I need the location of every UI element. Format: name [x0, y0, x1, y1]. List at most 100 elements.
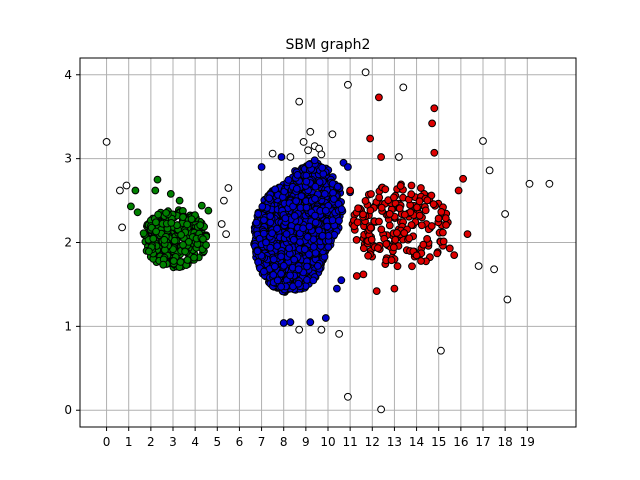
data-point — [352, 272, 361, 280]
data-point — [305, 160, 313, 169]
data-point — [433, 249, 442, 258]
data-point — [266, 243, 275, 252]
x-tick-label: 16 — [453, 435, 468, 449]
x-tick-label: 13 — [387, 435, 402, 449]
data-point — [328, 130, 337, 139]
data-point — [162, 209, 171, 217]
data-point — [395, 204, 404, 213]
data-point — [377, 225, 386, 234]
data-point — [169, 257, 178, 265]
data-point — [385, 210, 394, 218]
data-point — [269, 255, 278, 264]
data-point — [311, 182, 320, 191]
data-point — [294, 279, 303, 288]
data-point — [199, 235, 207, 244]
data-point — [337, 276, 346, 285]
data-point — [317, 150, 326, 159]
data-point — [181, 247, 190, 256]
data-point — [305, 222, 314, 231]
data-point — [295, 97, 304, 106]
data-point — [417, 221, 426, 230]
data-point — [300, 245, 309, 254]
data-point — [167, 219, 176, 227]
x-axis: 0 1 2 3 4 5 6 7 8 9 10 11 12 13 14 15 16 17 18 19 — [103, 427, 535, 449]
data-point — [395, 153, 403, 161]
data-point — [344, 392, 352, 401]
data-point — [269, 271, 278, 279]
data-point — [459, 174, 468, 183]
data-point — [262, 238, 270, 247]
x-tick-label: 7 — [258, 435, 266, 449]
x-tick-label: 4 — [191, 435, 199, 449]
x-tick-label: 15 — [431, 435, 446, 449]
data-point — [437, 208, 446, 216]
data-point — [273, 276, 282, 285]
data-point — [266, 218, 275, 227]
data-point — [260, 267, 268, 276]
data-point — [311, 211, 319, 220]
data-point — [367, 190, 375, 198]
data-point — [254, 209, 263, 218]
data-point — [281, 214, 290, 223]
x-tick-label: 5 — [213, 435, 221, 449]
data-point — [222, 230, 231, 239]
data-point — [183, 256, 192, 264]
data-point — [474, 262, 483, 270]
x-tick-label: 18 — [497, 435, 512, 449]
data-point — [366, 223, 375, 232]
data-point — [277, 269, 286, 278]
data-point — [367, 235, 376, 244]
data-point — [430, 148, 439, 157]
data-point — [118, 223, 126, 232]
data-point — [284, 176, 293, 184]
data-point — [419, 240, 428, 249]
data-point — [268, 229, 277, 238]
data-point — [437, 346, 445, 355]
data-point — [204, 206, 213, 215]
data-point — [116, 186, 124, 195]
data-point — [139, 229, 148, 238]
data-point — [260, 216, 268, 225]
data-point — [252, 218, 261, 227]
series-2 — [346, 93, 472, 296]
x-tick-label: 0 — [103, 435, 111, 449]
data-point — [197, 201, 206, 210]
series-1 — [250, 153, 355, 327]
data-point — [445, 244, 454, 253]
data-point — [439, 237, 448, 246]
data-point — [294, 265, 303, 274]
x-tick-label: 10 — [320, 435, 335, 449]
x-tick-label: 19 — [520, 435, 535, 449]
data-point — [439, 228, 447, 237]
data-point — [303, 262, 311, 271]
data-point — [257, 163, 266, 171]
data-point — [430, 104, 439, 113]
data-point — [415, 197, 424, 206]
y-tick-label: 1 — [64, 319, 72, 333]
data-point — [417, 184, 425, 192]
data-point — [377, 203, 386, 212]
data-point — [385, 221, 394, 230]
data-point — [429, 200, 438, 209]
data-point — [133, 208, 142, 217]
data-point — [196, 221, 205, 230]
data-point — [329, 195, 338, 203]
data-point — [503, 295, 512, 304]
data-point — [319, 170, 328, 178]
data-point — [259, 229, 268, 238]
data-point — [377, 405, 386, 414]
data-point — [306, 127, 315, 136]
data-point — [286, 153, 295, 161]
data-point — [344, 163, 352, 171]
data-point — [317, 325, 326, 334]
data-point — [273, 224, 281, 233]
data-point — [328, 216, 337, 225]
chart-title: SBM graph2 — [286, 37, 371, 53]
data-point — [152, 227, 161, 236]
data-point — [303, 233, 312, 241]
series-0 — [126, 175, 213, 272]
data-point — [344, 80, 352, 89]
data-point — [318, 231, 327, 240]
data-point — [253, 247, 262, 256]
data-point — [377, 153, 386, 161]
